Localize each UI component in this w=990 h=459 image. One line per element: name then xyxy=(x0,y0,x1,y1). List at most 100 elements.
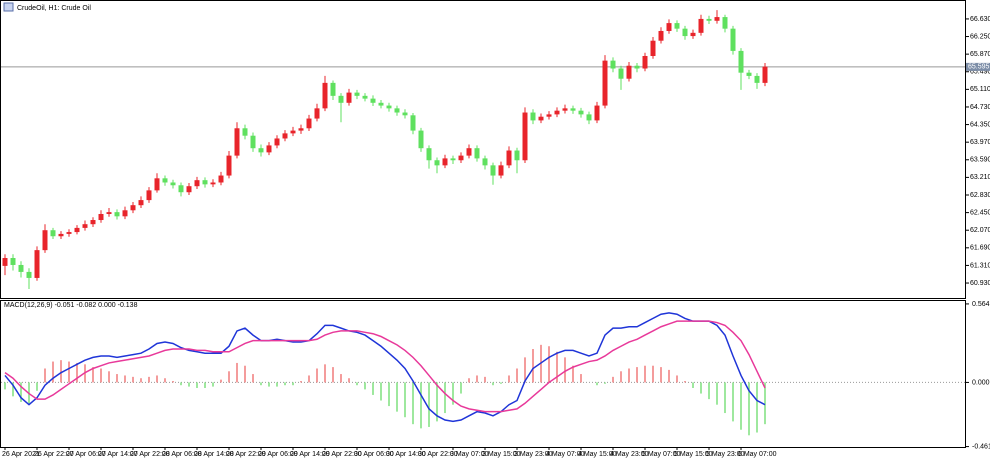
y-tick-label: 64.730 xyxy=(970,104,990,111)
y-tick-label: 63.590 xyxy=(970,157,990,164)
candle-body xyxy=(306,118,312,129)
candle-body xyxy=(482,158,488,166)
candle-body xyxy=(594,105,600,121)
candle-body xyxy=(626,65,632,79)
candle-body xyxy=(90,220,96,225)
macd-title: MACD(12,26,9) -0.051 -0.082 0.000 -0.138 xyxy=(4,302,138,309)
candle-body xyxy=(722,17,728,29)
x-tick-label: 29 Apr 06:00 xyxy=(258,451,298,458)
x-tick-label: 6 May 07:00 xyxy=(738,451,777,458)
candle-body xyxy=(2,258,8,266)
chart-title: CrudeOil, H1: Crude Oil xyxy=(17,5,91,12)
candle-body xyxy=(18,264,24,272)
candle-body xyxy=(58,233,64,237)
candle-body xyxy=(610,60,616,69)
y-tick-label: 0.000 xyxy=(972,379,990,386)
candle-body xyxy=(586,114,592,121)
x-tick-label: 4 May 07:00 xyxy=(546,451,585,458)
candle-body xyxy=(562,108,568,111)
y-tick-label: 65.870 xyxy=(970,51,990,58)
y-tick-label: 63.210 xyxy=(970,174,990,181)
candle-body xyxy=(122,210,128,217)
x-tick-label: 30 Apr 22:00 xyxy=(418,451,458,458)
x-tick-label: 27 Apr 22:00 xyxy=(130,451,170,458)
y-tick-label: 64.350 xyxy=(970,121,990,128)
candle-body xyxy=(146,190,152,201)
candle-body xyxy=(250,135,256,149)
y-tick-label: 65.490 xyxy=(970,69,990,76)
candle-body xyxy=(466,148,472,156)
x-tick-label: 28 Apr 22:00 xyxy=(226,451,266,458)
candle-body xyxy=(730,28,736,51)
x-tick-label: 3 May 23:00 xyxy=(514,451,553,458)
candle-body xyxy=(402,112,408,116)
candle-body xyxy=(82,224,88,228)
candle-body xyxy=(114,212,120,217)
candle-body xyxy=(602,60,608,106)
candle-body xyxy=(674,23,680,29)
candle-body xyxy=(642,55,648,69)
candle-body xyxy=(162,178,168,183)
candle-body xyxy=(210,182,216,185)
x-tick-label: 3 May 07:00 xyxy=(450,451,489,458)
candle-body xyxy=(442,158,448,166)
x-tick-label: 30 Apr 14:00 xyxy=(386,451,426,458)
candle-body xyxy=(498,165,504,176)
y-tick-label: 65.110 xyxy=(970,86,990,93)
chart-icon xyxy=(3,2,14,12)
candle-body xyxy=(546,114,552,117)
main-panel xyxy=(0,0,966,299)
candle-body xyxy=(426,148,432,161)
candle-body xyxy=(274,138,280,146)
candle-body xyxy=(314,108,320,119)
candle-body xyxy=(242,128,248,136)
candle-body xyxy=(178,185,184,193)
candle-body xyxy=(634,65,640,69)
candle-body xyxy=(690,32,696,37)
x-tick-label: 27 Apr 06:00 xyxy=(66,451,106,458)
y-tick-label: 62.070 xyxy=(970,227,990,234)
x-tick-label: 26 Apr 2021 xyxy=(2,451,40,458)
x-tick-label: 29 Apr 14:00 xyxy=(290,451,330,458)
x-tick-label: 26 Apr 22:00 xyxy=(34,451,74,458)
x-tick-label: 4 May 15:00 xyxy=(578,451,617,458)
candle-body xyxy=(170,182,176,186)
y-tick-label: 66.630 xyxy=(970,16,990,23)
candle-body xyxy=(434,160,440,166)
candle-body xyxy=(202,180,208,185)
candle-body xyxy=(130,205,136,211)
y-tick-label: 62.830 xyxy=(970,192,990,199)
candle-body xyxy=(458,155,464,161)
candle-body xyxy=(490,165,496,176)
x-tick-label: 28 Apr 14:00 xyxy=(194,451,234,458)
candle-body xyxy=(506,150,512,166)
candle-body xyxy=(522,112,528,161)
x-tick-label: 3 May 15:00 xyxy=(482,451,521,458)
candle-body xyxy=(762,66,768,83)
x-tick-label: 5 May 23:00 xyxy=(706,451,745,458)
candle-body xyxy=(714,17,720,21)
candle-body xyxy=(42,230,48,251)
x-tick-label: 5 May 15:00 xyxy=(674,451,713,458)
candle-body xyxy=(282,133,288,139)
x-tick-label: 5 May 07:00 xyxy=(642,451,681,458)
last-price-box xyxy=(966,62,990,71)
candle-body xyxy=(370,98,376,103)
y-tick-label: 62.450 xyxy=(970,209,990,216)
y-tick-label: 61.310 xyxy=(970,262,990,269)
candle-body xyxy=(530,112,536,121)
candle-body xyxy=(666,23,672,31)
x-tick-label: 30 Apr 06:00 xyxy=(354,451,394,458)
candle-body xyxy=(682,28,688,37)
candle-body xyxy=(386,105,392,109)
x-tick-label: 28 Apr 06:00 xyxy=(162,451,202,458)
candle-body xyxy=(410,115,416,131)
last-price-label: 65.595 xyxy=(968,64,990,71)
candle-body xyxy=(98,213,104,221)
candle-body xyxy=(106,212,112,214)
candle-body xyxy=(258,148,264,153)
candle-body xyxy=(346,92,352,103)
y-tick-label: 61.690 xyxy=(970,245,990,252)
candle-body xyxy=(226,155,232,176)
